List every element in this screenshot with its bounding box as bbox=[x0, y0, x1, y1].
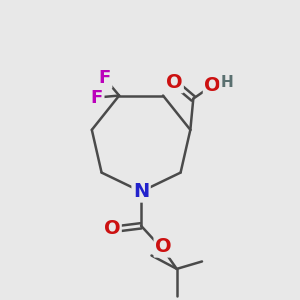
Text: H: H bbox=[220, 75, 233, 90]
Text: O: O bbox=[204, 76, 221, 95]
Text: O: O bbox=[103, 219, 120, 238]
Text: F: F bbox=[91, 88, 103, 106]
Text: O: O bbox=[155, 237, 172, 256]
Text: N: N bbox=[133, 182, 149, 201]
Text: F: F bbox=[99, 70, 111, 88]
Text: O: O bbox=[166, 73, 182, 92]
